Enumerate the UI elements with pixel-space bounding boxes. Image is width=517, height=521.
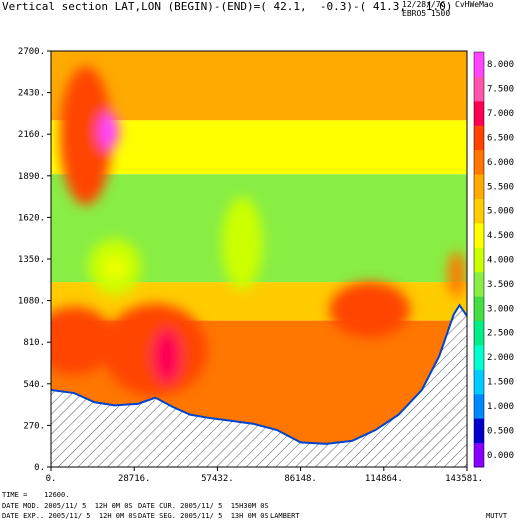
- y-tick-label: 810.: [23, 338, 45, 348]
- header-user: CvHWeMao: [455, 0, 494, 9]
- footer-label-right: MUTVT: [486, 512, 508, 520]
- colorbar-label: 6.500: [487, 133, 514, 143]
- field-band-0: [51, 51, 467, 121]
- field-band-2: [51, 174, 467, 221]
- colorbar-label: 2.000: [487, 353, 514, 363]
- y-tick-label: 270.: [23, 421, 45, 431]
- footer-time: TIME = 12600.: [2, 491, 70, 499]
- colorbar-swatch: [474, 271, 484, 297]
- y-tick-label: 1080.: [18, 297, 45, 307]
- feature-group: [51, 66, 466, 397]
- colorbar-swatch: [474, 247, 484, 273]
- x-tick-label: 143581.: [445, 474, 483, 484]
- colorbar-label: 5.000: [487, 207, 514, 217]
- colorbar-label: 7.000: [487, 109, 514, 119]
- colorbar-swatch: [474, 198, 484, 224]
- footer-date-seg: DATE SEG. 2005/11/ 5 13H 0M 0S: [138, 512, 269, 520]
- feature-8: [329, 282, 411, 338]
- x-axis: 0. 28716. 57432. 86148. 114864. 143581.: [46, 467, 483, 484]
- colorbar-swatch: [474, 442, 484, 468]
- colorbar-label: 0.500: [487, 426, 514, 436]
- footer-projection: LAMBERT: [270, 512, 300, 520]
- y-tick-label: 1620.: [18, 213, 45, 223]
- feature-0: [59, 66, 112, 206]
- chart-title: Vertical section LAT,LON (BEGIN)-(END)=(…: [2, 0, 453, 13]
- colorbar-label: 2.500: [487, 329, 514, 339]
- y-tick-label: 540.: [23, 380, 45, 390]
- colorbar-swatch: [474, 418, 484, 444]
- x-tick-label: 86148.: [284, 474, 317, 484]
- y-tick-label: 0.: [34, 463, 45, 473]
- colorbar-swatch: [474, 320, 484, 346]
- colorbar-label: 4.500: [487, 231, 514, 241]
- feature-7: [221, 197, 263, 290]
- colorbar-swatch: [474, 369, 484, 395]
- header-code: EBRO5 1500: [402, 9, 451, 18]
- colorbar-swatch: [474, 125, 484, 151]
- colorbar-swatch: [474, 149, 484, 175]
- feature-2: [51, 306, 115, 375]
- field-band-1: [51, 120, 467, 175]
- terrain-outline: [51, 303, 467, 445]
- y-tick-label: 2430.: [18, 89, 45, 99]
- y-tick-label: 1350.: [18, 255, 45, 265]
- header-date: 12/28//7C: [402, 0, 446, 9]
- colorbar-label: 3.500: [487, 280, 514, 290]
- colorbar-frame: [473, 51, 485, 468]
- x-tick-label: 57432.: [201, 474, 234, 484]
- y-axis: 0. 270. 540. 810. 1080. 1350. 1620. 1890. 2160. 2…: [18, 47, 51, 473]
- terrain-hatch: [51, 305, 467, 467]
- footer-date-exp: DATE EXP.. 2005/11/ 5 12H 0M 0S: [2, 512, 137, 520]
- colorbar: 0.000 0.500 1.000 1.500 2.000 2.500 3.000 3.500…: [473, 51, 514, 468]
- colorbar-label: 8.000: [487, 60, 514, 70]
- feature-1: [98, 112, 120, 150]
- feature-9: [447, 251, 466, 298]
- colorbar-label: 6.000: [487, 158, 514, 168]
- colorbar-swatch: [474, 174, 484, 199]
- footer-date-cur: DATE CUR. 2005/11/ 5 15H30M 0S: [138, 502, 269, 510]
- footer: TIME = 12600. DATE MOD. 2005/11/ 5 12H 0…: [0, 490, 517, 521]
- colorbar-label: 7.500: [487, 85, 514, 95]
- colorbar-label: 4.000: [487, 256, 514, 266]
- colorbar-swatch: [474, 52, 484, 77]
- x-tick-label: 114864.: [365, 474, 403, 484]
- colorbar-swatch: [474, 222, 484, 248]
- y-tick-label: 2700.: [18, 47, 45, 57]
- feature-4: [152, 328, 182, 384]
- colorbar-label: 1.000: [487, 402, 514, 412]
- feature-6: [106, 260, 124, 276]
- colorbar-label: 0.000: [487, 451, 514, 461]
- y-tick-label: 1890.: [18, 172, 45, 182]
- terrain: [51, 303, 467, 467]
- colorbar-swatch: [474, 76, 484, 102]
- x-tick-label: 28716.: [118, 474, 151, 484]
- colorbar-swatch: [474, 344, 484, 370]
- colorbar-label: 1.500: [487, 378, 514, 388]
- colorbar-label: 5.500: [487, 182, 514, 192]
- x-tick-label: 0.: [46, 474, 57, 484]
- colorbar-swatch: [474, 100, 484, 126]
- colorbar-swatch: [474, 393, 484, 419]
- colorbar-swatch: [474, 296, 484, 322]
- y-tick-label: 2160.: [18, 130, 45, 140]
- footer-date-mod: DATE MOD. 2005/11/ 5 12H 0M 0S: [2, 502, 133, 510]
- colorbar-label: 3.000: [487, 304, 514, 314]
